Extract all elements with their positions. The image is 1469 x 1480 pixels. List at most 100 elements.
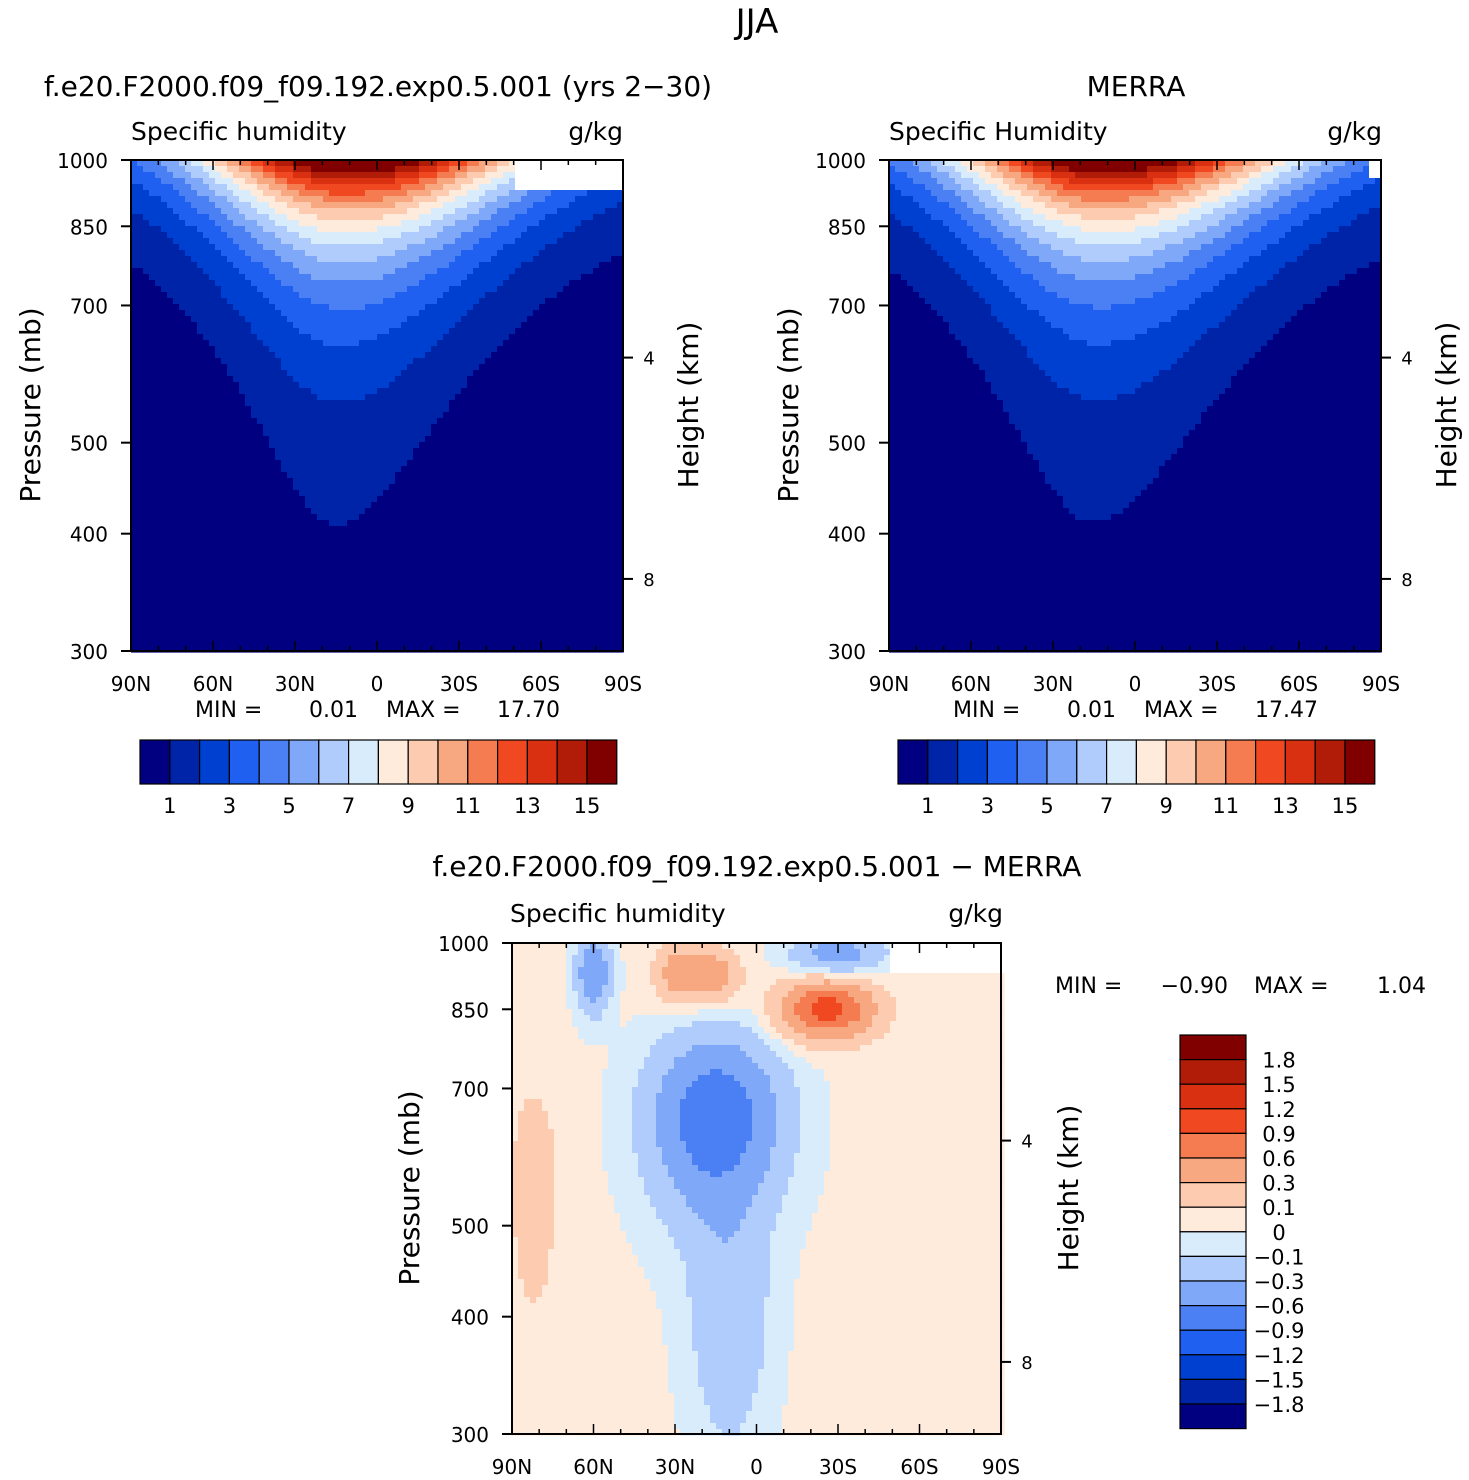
contour-cell <box>329 418 336 425</box>
contour-cell <box>143 478 150 485</box>
contour-cell <box>167 238 174 245</box>
contour-cell <box>557 208 564 215</box>
contour-cell <box>131 166 138 173</box>
contour-cell <box>551 304 558 311</box>
contour-cell <box>245 190 252 197</box>
contour-cell <box>281 520 288 527</box>
contour-cell <box>257 214 264 221</box>
contour-cell <box>263 196 270 203</box>
contour-cell <box>617 328 624 335</box>
contour-cell <box>425 400 432 407</box>
contour-cell <box>557 388 564 395</box>
contour-cell <box>311 304 318 311</box>
contour-cell <box>305 388 312 395</box>
contour-cell <box>599 208 606 215</box>
contour-cell <box>455 460 462 467</box>
contour-cell <box>365 298 372 305</box>
contour-cell <box>413 370 420 377</box>
contour-cell <box>311 382 318 389</box>
contour-cell <box>491 454 498 461</box>
contour-cell <box>155 448 162 455</box>
contour-cell <box>599 484 606 491</box>
contour-cell <box>287 232 294 239</box>
contour-cell <box>509 466 516 473</box>
contour-cell <box>149 460 156 467</box>
contour-cell <box>527 334 534 341</box>
contour-cell <box>575 178 582 185</box>
contour-cell <box>575 430 582 437</box>
contour-cell <box>443 274 450 281</box>
contour-cell <box>575 238 582 245</box>
contour-cell <box>305 370 312 377</box>
contour-cell <box>209 502 216 509</box>
contour-cell <box>305 514 312 521</box>
contour-cell <box>431 190 438 197</box>
contour-cell <box>209 202 216 209</box>
contour-cell <box>299 460 306 467</box>
contour-cell <box>359 172 366 179</box>
contour-cell <box>299 208 306 215</box>
contour-cell <box>275 502 282 509</box>
contour-cell <box>137 484 144 491</box>
contour-cell <box>305 262 312 269</box>
contour-cell <box>233 514 240 521</box>
contour-cell <box>617 292 624 299</box>
contour-cell <box>173 376 180 383</box>
contour-cell <box>599 448 606 455</box>
contour-cell <box>539 436 546 443</box>
contour-cell <box>551 256 558 263</box>
contour-cell <box>287 388 294 395</box>
contour-cell <box>293 346 300 353</box>
contour-cell <box>281 394 288 401</box>
contour-cell <box>509 484 516 491</box>
contour-cell <box>251 358 258 365</box>
contour-cell <box>143 160 150 167</box>
contour-cell <box>263 472 270 479</box>
contour-cell <box>515 208 522 215</box>
contour-cell <box>401 292 408 299</box>
contour-cell <box>521 244 528 251</box>
contour-cell <box>449 178 456 185</box>
contour-cell <box>521 370 528 377</box>
contour-cell <box>257 268 264 275</box>
contour-cell <box>575 376 582 383</box>
contour-cell <box>131 220 138 227</box>
contour-cell <box>503 496 510 503</box>
contour-cell <box>203 226 210 233</box>
contour-cell <box>401 466 408 473</box>
contour-cell <box>557 460 564 467</box>
contour-cell <box>191 358 198 365</box>
contour-cell <box>323 166 330 173</box>
contour-cell <box>443 262 450 269</box>
contour-cell <box>431 226 438 233</box>
contour-cell <box>395 412 402 419</box>
contour-cell <box>425 370 432 377</box>
contour-cell <box>545 268 552 275</box>
contour-cell <box>215 304 222 311</box>
contour-cell <box>311 190 318 197</box>
contour-cell <box>431 202 438 209</box>
contour-cell <box>425 514 432 521</box>
contour-cell <box>551 478 558 485</box>
contour-cell <box>611 196 618 203</box>
contour-cell <box>521 286 528 293</box>
contour-cell <box>263 370 270 377</box>
contour-cell <box>347 268 354 275</box>
contour-cell <box>191 424 198 431</box>
contour-cell <box>383 520 390 527</box>
contour-cell <box>431 346 438 353</box>
contour-cell <box>395 430 402 437</box>
contour-cell <box>515 172 522 179</box>
contour-cell <box>389 232 396 239</box>
contour-cell <box>161 382 168 389</box>
contour-cell <box>593 256 600 263</box>
contour-cell <box>389 256 396 263</box>
contour-cell <box>497 196 504 203</box>
contour-cell <box>437 400 444 407</box>
contour-cell <box>323 262 330 269</box>
contour-cell <box>245 496 252 503</box>
contour-cell <box>257 514 264 521</box>
contour-cell <box>419 244 426 251</box>
contour-cell <box>185 172 192 179</box>
contour-cell <box>263 496 270 503</box>
